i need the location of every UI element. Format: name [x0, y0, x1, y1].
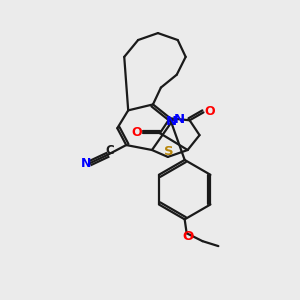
Text: N: N: [174, 113, 185, 126]
Text: O: O: [132, 126, 142, 139]
Text: S: S: [164, 146, 174, 158]
Text: N: N: [80, 158, 91, 170]
Text: O: O: [182, 230, 193, 243]
Text: N: N: [166, 115, 177, 128]
Text: O: O: [204, 105, 215, 118]
Text: C: C: [105, 143, 114, 157]
